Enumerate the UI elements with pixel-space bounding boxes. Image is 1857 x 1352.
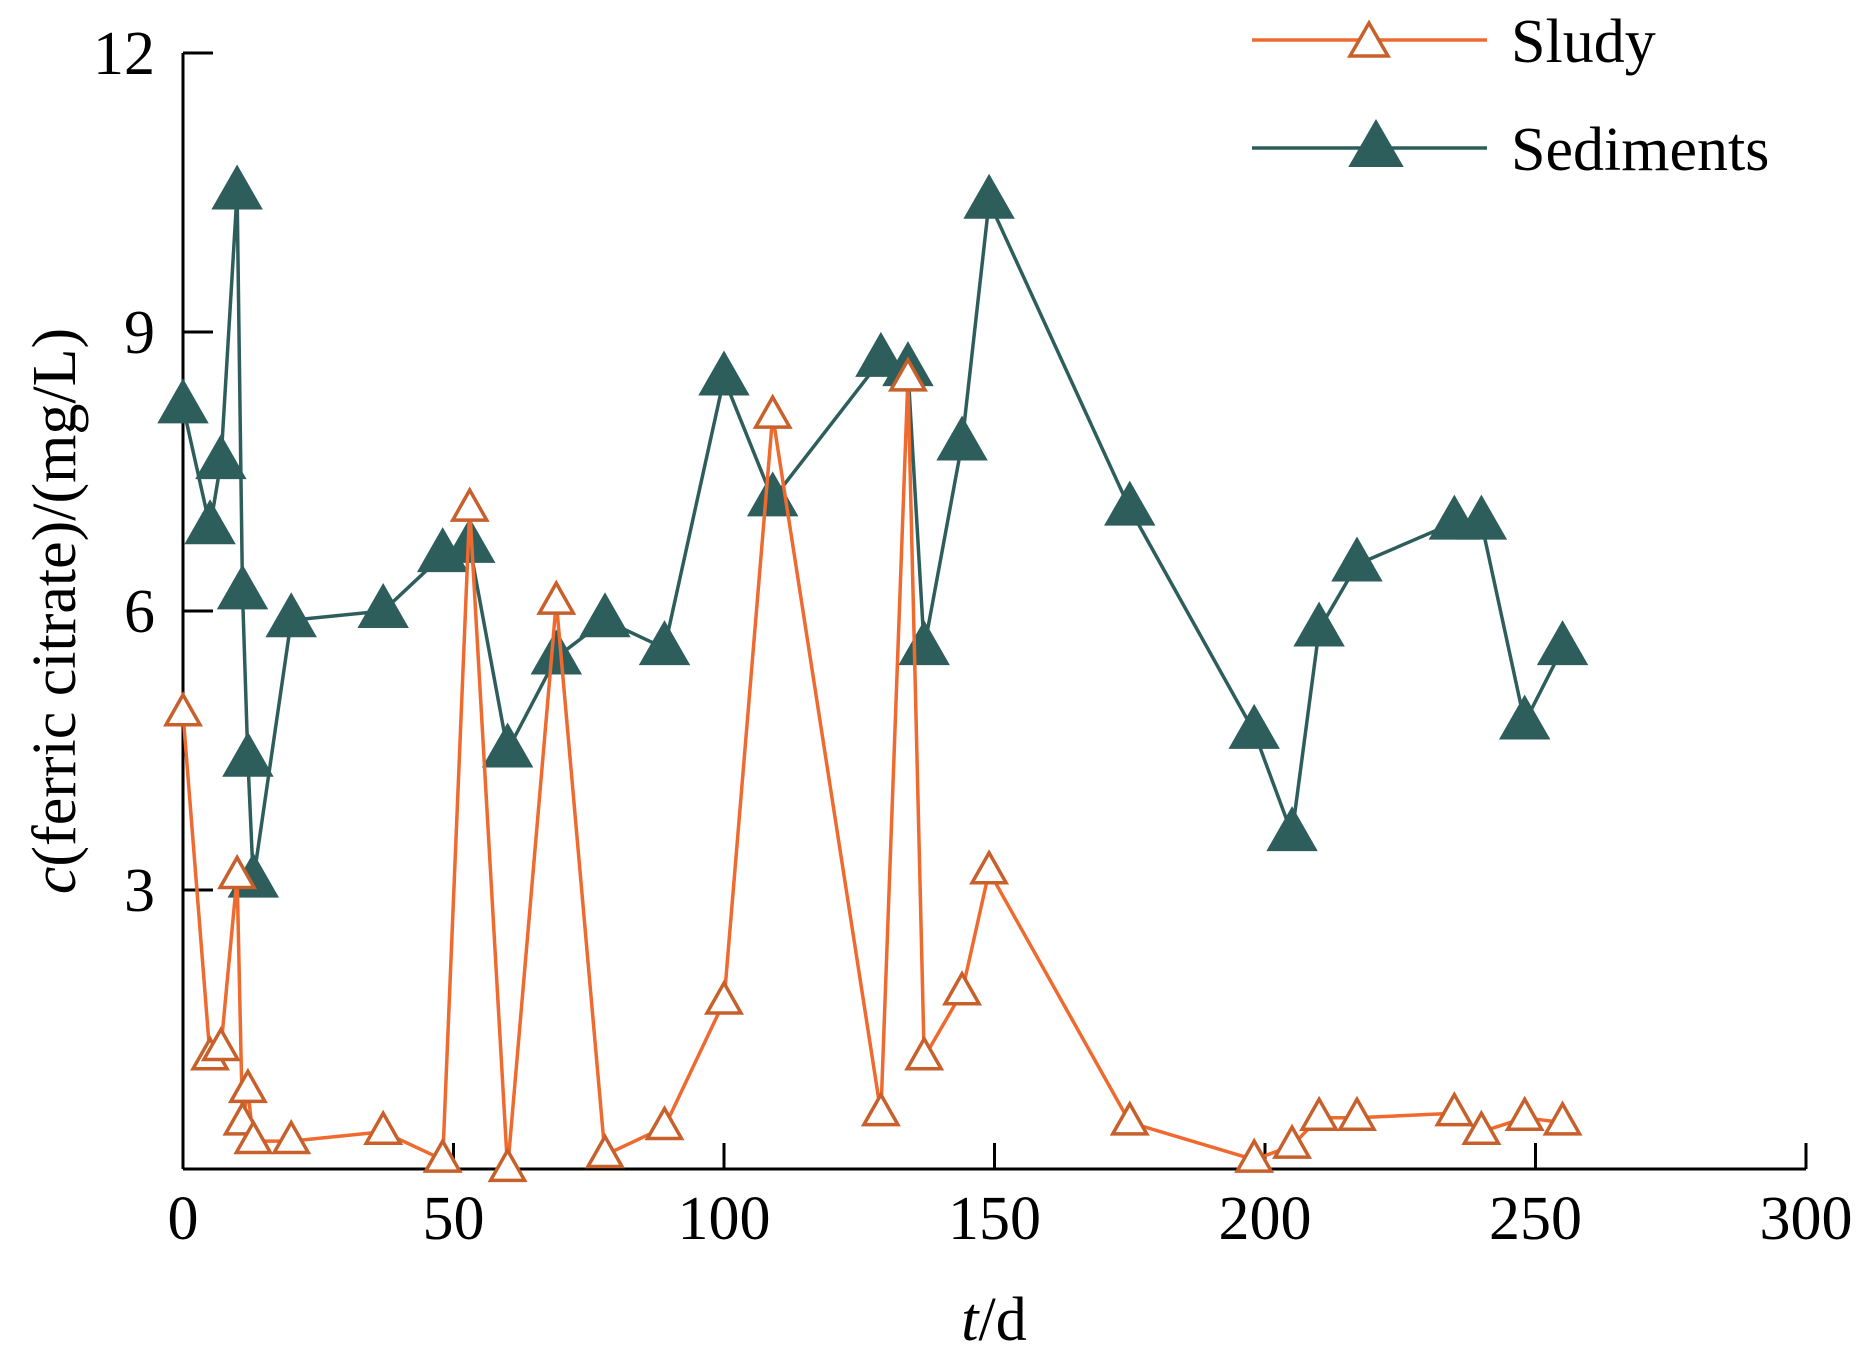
x-tick-label: 250 — [1489, 1185, 1582, 1253]
data-point-sludy — [449, 486, 490, 522]
y-tick-label: 12 — [93, 20, 155, 88]
x-axis-title-rest: /d — [979, 1286, 1027, 1352]
series-layer — [157, 164, 1589, 1183]
data-point-sludy — [227, 1067, 268, 1104]
x-tick-label: 50 — [423, 1185, 485, 1253]
data-point-sediments — [357, 582, 409, 628]
data-point-sludy — [1434, 1091, 1475, 1127]
legend-marker-sludy — [1346, 19, 1392, 58]
y-tick-label: 3 — [124, 857, 155, 925]
series-line-sediments — [181, 190, 1565, 883]
y-axis-title-italic: c — [21, 867, 89, 895]
data-point-sludy — [217, 853, 258, 890]
x-tick-label: 200 — [1219, 1185, 1312, 1253]
data-point-sediments — [265, 592, 317, 638]
data-point-sediments — [211, 164, 263, 210]
data-point-sludy — [271, 1118, 312, 1155]
series-line-sludy — [181, 376, 1563, 1171]
data-point-sediments — [698, 350, 750, 396]
data-point-sediments — [216, 564, 269, 610]
y-axis-title: c(ferric citrate)/(mg/L) — [21, 328, 89, 894]
data-point-sludy — [887, 356, 928, 392]
series-sediments — [157, 164, 1589, 898]
data-point-sludy — [1542, 1100, 1583, 1136]
x-tick-label: 300 — [1760, 1185, 1853, 1253]
data-point-sediments — [1498, 694, 1551, 740]
data-point-sludy — [644, 1105, 685, 1141]
data-point-sludy — [584, 1132, 625, 1169]
data-point-sediments — [157, 378, 209, 424]
data-point-sediments — [1266, 806, 1318, 852]
data-point-sediments — [1536, 620, 1589, 666]
data-point-sediments — [936, 415, 988, 461]
data-point-sludy — [1461, 1109, 1502, 1145]
data-point-sludy — [363, 1109, 404, 1145]
data-point-sediments — [195, 434, 247, 480]
legend: Sludy Sediments — [1252, 8, 1769, 184]
x-tick-label: 0 — [168, 1185, 199, 1253]
x-axis-title-italic: t — [961, 1286, 980, 1352]
ticks: 0 50 100 150 200 250 300 3 6 9 12 — [93, 20, 1853, 1253]
data-point-sediments — [1331, 536, 1383, 582]
data-point-sediments — [898, 620, 950, 666]
y-axis-title-rest: (ferric citrate)/(mg/L) — [21, 328, 89, 867]
data-point-sediments — [855, 331, 907, 377]
data-point-sludy — [422, 1137, 463, 1173]
axes — [181, 53, 1806, 1171]
data-point-sludy — [1504, 1095, 1545, 1131]
legend-label-sediments: Sediments — [1511, 116, 1769, 184]
legend-label-sludy: Sludy — [1511, 8, 1656, 76]
x-axis-title: t/d — [961, 1286, 1026, 1352]
data-point-sediments — [963, 173, 1015, 219]
legend-item-sediments: Sediments — [1252, 116, 1769, 184]
data-point-sediments — [1104, 480, 1156, 526]
data-point-sludy — [1109, 1100, 1150, 1136]
data-point-sludy — [233, 1118, 274, 1155]
data-point-sludy — [487, 1146, 528, 1183]
legend-item-sludy: Sludy — [1252, 8, 1656, 76]
data-point-sludy — [969, 849, 1010, 885]
data-point-sediments — [184, 499, 236, 545]
data-point-sediments — [579, 592, 631, 638]
data-point-sediments — [1228, 703, 1280, 749]
series-sludy — [162, 356, 1583, 1183]
data-point-sludy — [536, 579, 577, 615]
x-tick-label: 100 — [678, 1185, 771, 1253]
data-point-sludy — [752, 393, 793, 429]
data-point-sludy — [942, 970, 983, 1006]
data-point-sludy — [1299, 1095, 1340, 1131]
data-point-sludy — [904, 1035, 945, 1071]
data-point-sludy — [200, 1025, 241, 1062]
data-point-sludy — [860, 1091, 901, 1127]
data-point-sediments — [481, 722, 534, 768]
data-point-sediments — [638, 620, 691, 666]
data-point-sediments — [1455, 494, 1508, 540]
data-point-sludy — [1336, 1095, 1377, 1131]
data-point-sludy — [1234, 1137, 1275, 1173]
data-point-sediments — [1293, 601, 1345, 647]
data-point-sludy — [703, 979, 745, 1015]
data-point-sediments — [222, 731, 274, 777]
x-tick-label: 150 — [948, 1185, 1041, 1253]
y-tick-label: 6 — [124, 578, 155, 646]
data-point-sludy — [162, 691, 204, 727]
data-point-sludy — [1272, 1123, 1313, 1159]
legend-marker-sediments — [1348, 119, 1404, 167]
data-point-sediments — [530, 629, 583, 675]
y-tick-label: 9 — [124, 299, 155, 367]
